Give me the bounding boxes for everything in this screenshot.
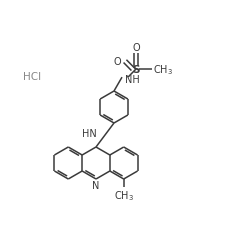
Text: CH$_3$: CH$_3$ <box>114 188 134 202</box>
Text: S: S <box>132 65 140 75</box>
Text: O: O <box>113 57 121 67</box>
Text: HCl: HCl <box>23 72 41 82</box>
Text: CH$_3$: CH$_3$ <box>153 63 173 77</box>
Text: NH: NH <box>125 75 140 85</box>
Text: O: O <box>132 43 140 53</box>
Text: HN: HN <box>82 128 97 138</box>
Text: N: N <box>92 180 100 190</box>
